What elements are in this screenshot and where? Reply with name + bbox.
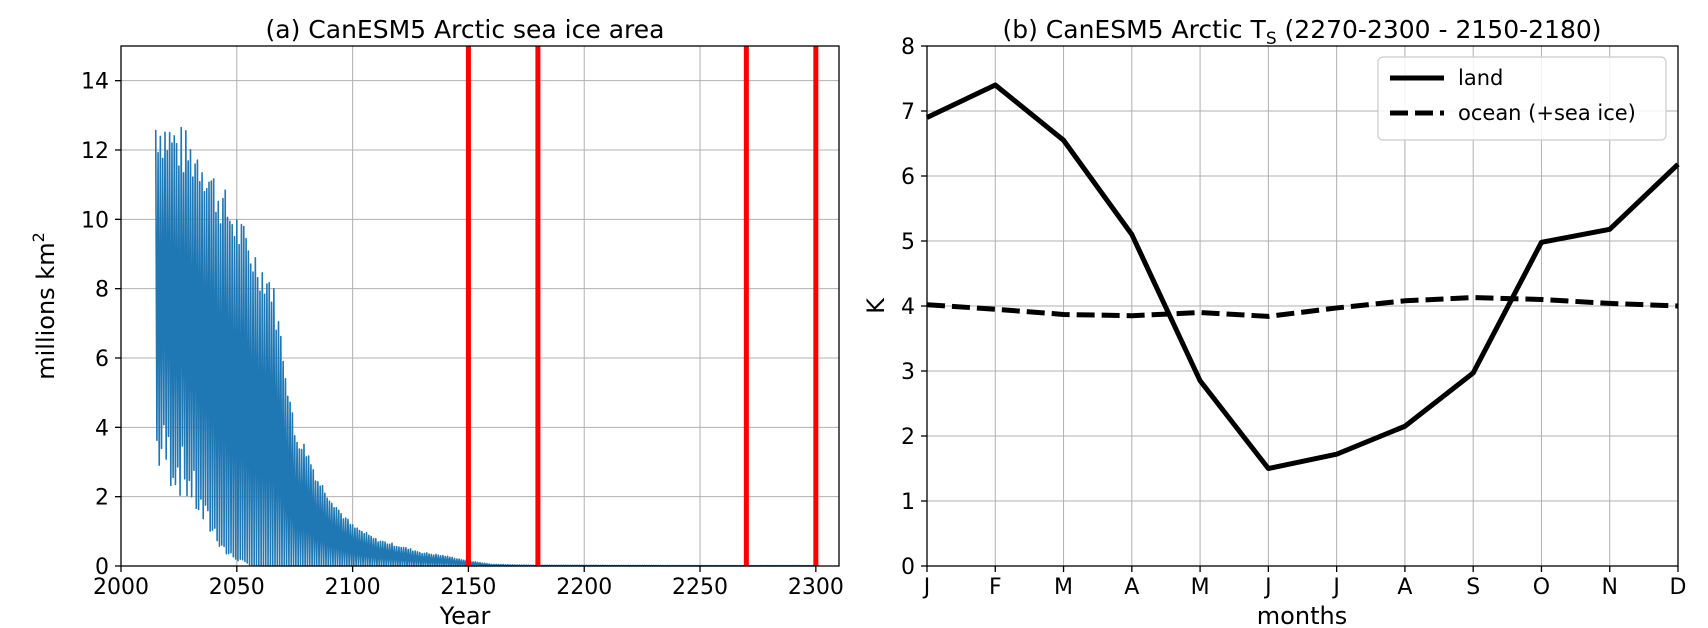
panel-b-ytick-label: 6	[901, 165, 915, 190]
panel-b-title: (b) CanESM5 Arctic TS (2270-2300 - 2150-…	[1002, 15, 1601, 49]
panel-a-ytick-label: 10	[81, 208, 109, 233]
panel-b-xtick-label: O	[1533, 575, 1550, 600]
panel-b-xtick-label: A	[1397, 575, 1412, 600]
panel-b-title-post: (2270-2300 - 2150-2180)	[1277, 15, 1602, 44]
panel-a-xtick-label: 2300	[788, 575, 844, 600]
panel-b-title-pre: (b) CanESM5 Arctic T	[1002, 15, 1266, 44]
panel-a-xtick-label: 2100	[325, 575, 381, 600]
panel-b-xtick-label: A	[1124, 575, 1139, 600]
panel-b-ytick-label: 5	[901, 230, 915, 255]
ocean-series-line	[926, 295, 1679, 319]
panel-b-ytick-label: 1	[901, 490, 915, 515]
panel-b-data	[925, 82, 1680, 471]
panel-b-ytick-label: 3	[901, 360, 915, 385]
land-series-line	[925, 82, 1680, 471]
panel-b-xtick-label: M	[1054, 575, 1073, 600]
panel-a: (a) CanESM5 Arctic sea ice area 2000 2050…	[29, 15, 844, 628]
panel-a-ylabel-sup: 2	[29, 232, 48, 242]
panel-a-xtick-label: 2200	[556, 575, 612, 600]
panel-a-frame	[120, 45, 840, 567]
panel-a-ylabel: millions km2	[29, 232, 60, 380]
panel-b-xtick-label: M	[1191, 575, 1210, 600]
panel-a-xtick-label: 2250	[672, 575, 728, 600]
panel-a-ticks: 2000 2050 2100 2150 2200 2250 2300 0 2 4 6 8 10 12 14	[81, 70, 844, 600]
panel-a-xtick-label: 2050	[209, 575, 265, 600]
panel-b-ticks: J F M A M J J A S O N D 0 1 2 3 4 5 6 7 8	[901, 35, 1686, 600]
sea-ice-area-series	[154, 126, 815, 567]
panel-b-ylabel: K	[862, 297, 890, 314]
panel-b-ytick-label: 0	[901, 555, 915, 580]
panel-a-ytick-label: 4	[95, 416, 109, 441]
panel-a-ytick-label: 12	[81, 139, 109, 164]
panel-a-title: (a) CanESM5 Arctic sea ice area	[266, 15, 665, 44]
legend-box	[1377, 56, 1667, 141]
panel-a-ytick-label: 0	[95, 555, 109, 580]
panel-b-xtick-label: J	[1263, 575, 1272, 600]
panel-a-ylabel-main: millions km	[32, 242, 60, 379]
legend-label-land: land	[1458, 66, 1503, 90]
panel-a-ytick-label: 2	[95, 486, 109, 511]
panel-b-xlabel: months	[1257, 602, 1347, 628]
panel-b-ytick-label: 8	[901, 35, 915, 60]
panel-b-xtick-label: J	[1331, 575, 1340, 600]
panel-b-ytick-label: 2	[901, 425, 915, 450]
panel-b-xtick-label: D	[1670, 575, 1687, 600]
panel-a-xtick-label: 2000	[93, 575, 149, 600]
panel-b-title-sub: S	[1266, 29, 1277, 49]
panel-a-data	[154, 126, 815, 567]
panel-a-xlabel: Year	[439, 602, 491, 628]
panel-b-legend: land ocean (+sea ice)	[1377, 56, 1667, 141]
legend-label-ocean: ocean (+sea ice)	[1458, 101, 1636, 125]
panel-a-xtick-label: 2150	[440, 575, 496, 600]
panel-a-ytick-label: 6	[95, 347, 109, 372]
panel-a-ytick-label: 14	[81, 70, 109, 95]
panel-b-xtick-label: N	[1601, 575, 1617, 600]
panel-b-xtick-label: S	[1466, 575, 1480, 600]
panel-b: (b) CanESM5 Arctic TS (2270-2300 - 2150-…	[862, 15, 1686, 628]
panel-b-xtick-label: F	[989, 575, 1002, 600]
panel-b-ytick-label: 4	[901, 295, 915, 320]
panel-a-ytick-label: 8	[95, 278, 109, 303]
panel-b-ytick-label: 7	[901, 100, 915, 125]
panel-b-xtick-label: J	[922, 575, 931, 600]
panel-a-vlines	[465, 46, 819, 566]
